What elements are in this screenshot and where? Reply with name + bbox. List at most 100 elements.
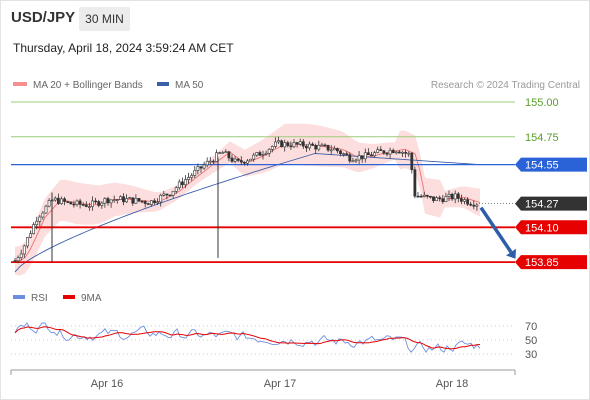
- candle-body-up: [205, 160, 209, 166]
- candle: [69, 201, 73, 205]
- ma20-swatch-icon: [13, 82, 27, 87]
- candle-body-down: [56, 197, 60, 204]
- candle: [66, 200, 70, 204]
- candle-body-up: [88, 206, 91, 208]
- candle-body-up: [125, 198, 129, 203]
- candle-body-down: [94, 200, 98, 203]
- candle: [323, 143, 327, 147]
- candle-body-up: [453, 193, 457, 200]
- candle: [363, 148, 367, 163]
- candle: [466, 197, 470, 207]
- candle-body-down: [304, 145, 308, 149]
- candle-body-up: [342, 153, 346, 155]
- candle-body-down: [236, 158, 240, 161]
- candle-body-up: [388, 149, 392, 155]
- candle: [196, 163, 200, 175]
- candle-body-down: [416, 195, 420, 198]
- candle: [239, 156, 243, 165]
- candle: [342, 152, 346, 157]
- candle: [311, 142, 315, 146]
- candle: [252, 152, 256, 162]
- candle-body-down: [199, 166, 203, 169]
- level-tag-box: [515, 220, 587, 235]
- candle-body-up: [32, 224, 36, 234]
- legend-rsi-ma: 9MA: [63, 293, 102, 304]
- candle-body-up: [444, 196, 448, 203]
- candle: [438, 195, 442, 202]
- candle-body-up: [447, 193, 451, 197]
- credit-text: Research © 2024 Trading Central: [430, 80, 580, 91]
- rsi-ma-swatch-icon: [63, 295, 75, 300]
- candle: [128, 196, 132, 199]
- candle: [162, 190, 166, 197]
- candle: [472, 200, 476, 210]
- candle-body-down: [466, 199, 470, 205]
- candle-body-down: [441, 198, 445, 203]
- candle-body-down: [146, 203, 150, 205]
- candle-body-up: [363, 152, 367, 160]
- legend-rsi-label: RSI: [31, 293, 48, 304]
- candle-body-up: [407, 152, 411, 155]
- candle-body-down: [459, 198, 463, 202]
- candle: [221, 150, 225, 154]
- timeframe-badge[interactable]: 30 MIN: [79, 7, 130, 31]
- candle: [249, 158, 253, 162]
- pair-title: USD/JPY: [11, 9, 76, 26]
- candle-body-down: [258, 152, 262, 156]
- candle: [475, 203, 479, 211]
- candle-body-down: [230, 157, 234, 162]
- candle-body-up: [273, 141, 277, 147]
- candle-body-up: [394, 151, 398, 154]
- candle: [255, 151, 259, 158]
- candle-body-up: [270, 146, 274, 150]
- candle: [233, 156, 237, 164]
- level-tag-text: 154.27: [525, 199, 559, 211]
- candle: [314, 143, 318, 154]
- candle-body-up: [25, 237, 29, 247]
- candle: [212, 159, 215, 164]
- candle: [435, 196, 439, 201]
- candle: [224, 149, 228, 154]
- candle: [134, 194, 138, 204]
- candle: [295, 141, 299, 148]
- ma50-line: [14, 153, 481, 273]
- candle-body-up: [332, 148, 336, 151]
- candle-body-up: [261, 154, 265, 156]
- candle: [425, 194, 429, 199]
- candle-body-down: [289, 145, 293, 148]
- candle: [109, 199, 113, 208]
- candle-body-down: [72, 203, 76, 206]
- candle: [444, 192, 448, 203]
- projection-arrow: [479, 206, 513, 254]
- candle: [308, 141, 311, 151]
- candle: [385, 151, 389, 157]
- candle: [122, 193, 125, 206]
- candle: [103, 197, 107, 208]
- candle-body-up: [100, 202, 104, 206]
- candle-body-down: [63, 198, 67, 202]
- candle-body-up: [252, 154, 256, 160]
- candle: [53, 196, 57, 202]
- candle-body-up: [171, 190, 175, 196]
- rsi-tick-label: 70: [525, 321, 537, 333]
- level-tag-154.27: 154.27: [515, 196, 587, 211]
- x-tick-label: Apr 18: [436, 378, 468, 390]
- level-tag-text: 154.55: [525, 160, 559, 172]
- candle-body-down: [168, 194, 172, 197]
- candle: [277, 136, 280, 144]
- candle: [317, 140, 321, 152]
- candle: [469, 201, 473, 207]
- candle-body-up: [329, 149, 333, 152]
- candle: [218, 151, 222, 154]
- candle-body-up: [354, 159, 358, 162]
- rsi-tick-label: 50: [525, 335, 537, 347]
- candle: [106, 196, 110, 206]
- candle-body-up: [53, 197, 57, 201]
- candle: [357, 150, 361, 165]
- candle: [373, 150, 377, 158]
- candle: [181, 177, 184, 188]
- candle: [382, 150, 386, 155]
- candle: [388, 147, 392, 159]
- candle-body-up: [29, 233, 32, 238]
- candle: [190, 172, 194, 181]
